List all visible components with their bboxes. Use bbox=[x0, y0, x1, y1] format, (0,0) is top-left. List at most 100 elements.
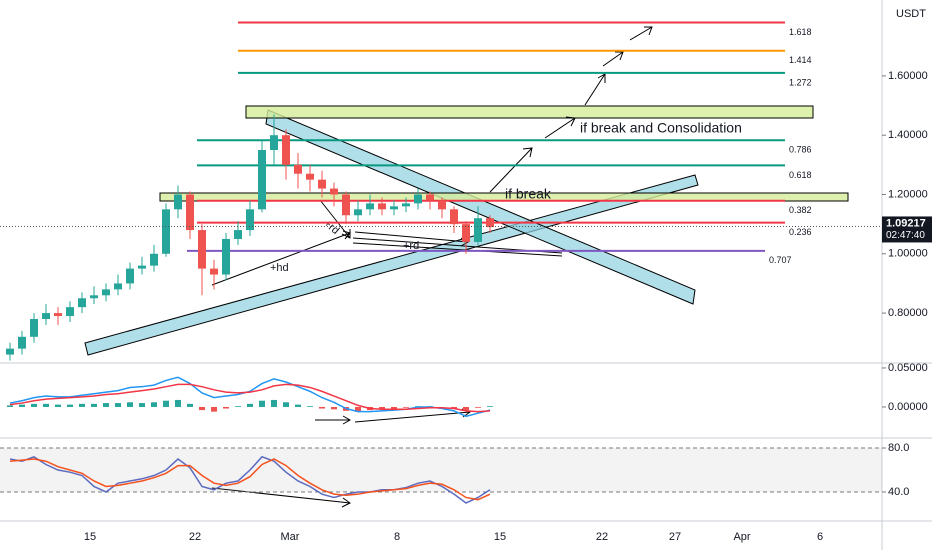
candle-body bbox=[54, 313, 62, 317]
macd-bar bbox=[211, 406, 217, 412]
x-tick-label: 27 bbox=[669, 531, 681, 543]
macd-bar bbox=[247, 403, 253, 407]
macd-bar bbox=[127, 402, 133, 407]
candle-body bbox=[30, 319, 38, 337]
arrow bbox=[629, 26, 653, 41]
candle-body bbox=[18, 336, 26, 349]
macd-bar bbox=[403, 406, 409, 408]
macd-bar bbox=[223, 406, 229, 409]
macd-bar bbox=[7, 405, 13, 407]
macd-bar bbox=[163, 400, 169, 407]
candle-body bbox=[66, 307, 74, 317]
macd-bar bbox=[55, 404, 61, 407]
indicator-line bbox=[9, 383, 491, 413]
y-tick-label: 0.00000 bbox=[888, 401, 928, 413]
annotation: +hd bbox=[270, 262, 289, 274]
y-tick-label: 0.80000 bbox=[888, 307, 928, 319]
candle-body bbox=[186, 194, 194, 231]
annotation: +rd bbox=[403, 240, 419, 252]
macd-bar bbox=[307, 406, 313, 407]
fib-label: 0.618 bbox=[789, 170, 812, 180]
y-tick-label: 0.05000 bbox=[888, 362, 928, 374]
macd-bar bbox=[235, 406, 241, 407]
candle-body bbox=[306, 173, 314, 180]
fib-label: 0.786 bbox=[789, 145, 812, 155]
candle-body bbox=[414, 194, 422, 204]
y-tick-label: 1.20000 bbox=[888, 188, 928, 200]
annotation: if break bbox=[505, 186, 552, 202]
candle-body bbox=[294, 164, 302, 174]
x-tick-label: 22 bbox=[189, 531, 201, 543]
arrow bbox=[489, 147, 533, 193]
fib-label: 0.707 bbox=[769, 255, 792, 265]
macd-bar bbox=[67, 404, 73, 407]
x-tick-label: Mar bbox=[281, 531, 300, 543]
candle-body bbox=[6, 348, 14, 355]
macd-bar bbox=[271, 399, 277, 407]
candle-body bbox=[474, 218, 482, 242]
candle-body bbox=[102, 289, 110, 296]
candle-body bbox=[222, 238, 230, 275]
candle-body bbox=[78, 298, 86, 308]
arrow bbox=[544, 116, 576, 139]
macd-bar bbox=[259, 400, 265, 407]
candle-body bbox=[438, 200, 446, 210]
candle-body bbox=[378, 203, 386, 210]
rising-channel bbox=[84, 174, 699, 356]
fib-label: 1.414 bbox=[789, 55, 812, 65]
falling-channel bbox=[265, 109, 696, 305]
candle-body bbox=[114, 283, 122, 290]
fib-label: 0.236 bbox=[789, 227, 812, 237]
y-tick-label: 1.60000 bbox=[888, 70, 928, 82]
macd-bar bbox=[391, 406, 397, 409]
x-tick-label: Apr bbox=[733, 531, 750, 543]
macd-bar bbox=[187, 403, 193, 407]
candle-body bbox=[210, 268, 218, 275]
candle-body bbox=[234, 230, 242, 239]
candle-body bbox=[450, 209, 458, 225]
annotation: if break and Consolidation bbox=[580, 120, 742, 136]
macd-bar bbox=[151, 402, 157, 407]
candle-body bbox=[90, 295, 98, 299]
macd-bar bbox=[355, 406, 361, 412]
candle-body bbox=[426, 194, 434, 201]
macd-bar bbox=[103, 403, 109, 407]
indicator-line bbox=[9, 455, 491, 504]
x-tick-label: 22 bbox=[596, 531, 608, 543]
candle-body bbox=[402, 203, 410, 207]
fib-label: 1.272 bbox=[789, 77, 812, 87]
candle-body bbox=[42, 313, 50, 320]
price-tag-label: 1.09217 bbox=[886, 217, 926, 229]
y-tick-label: 80.0 bbox=[888, 442, 909, 454]
macd-bar bbox=[295, 404, 301, 407]
y-tick-label: 1.40000 bbox=[888, 129, 928, 141]
macd-bar bbox=[139, 403, 145, 407]
candle-body bbox=[318, 179, 326, 189]
countdown: 02:47:40 bbox=[886, 230, 925, 241]
macd-bar bbox=[319, 406, 325, 409]
arrow bbox=[211, 487, 351, 508]
candle-body bbox=[486, 218, 494, 228]
macd-bar bbox=[199, 406, 205, 411]
candle-body bbox=[270, 135, 278, 151]
macd-bar bbox=[463, 406, 469, 411]
candle-body bbox=[282, 135, 290, 165]
y-tick-label: 40.0 bbox=[888, 486, 909, 498]
arrow bbox=[319, 199, 351, 239]
x-tick-label: 8 bbox=[394, 531, 400, 543]
macd-bar bbox=[79, 403, 85, 407]
macd-bar bbox=[31, 403, 37, 407]
candle-body bbox=[354, 209, 362, 216]
indicator-line bbox=[9, 458, 491, 501]
candle-body bbox=[258, 150, 266, 210]
candle-body bbox=[198, 230, 206, 269]
macd-bar bbox=[175, 399, 181, 407]
trend-line bbox=[352, 242, 563, 257]
candle-body bbox=[390, 206, 398, 210]
macd-bar bbox=[115, 403, 121, 407]
macd-bar bbox=[451, 406, 457, 409]
y-tick-label: 1.00000 bbox=[888, 248, 928, 260]
arrow bbox=[602, 51, 624, 67]
